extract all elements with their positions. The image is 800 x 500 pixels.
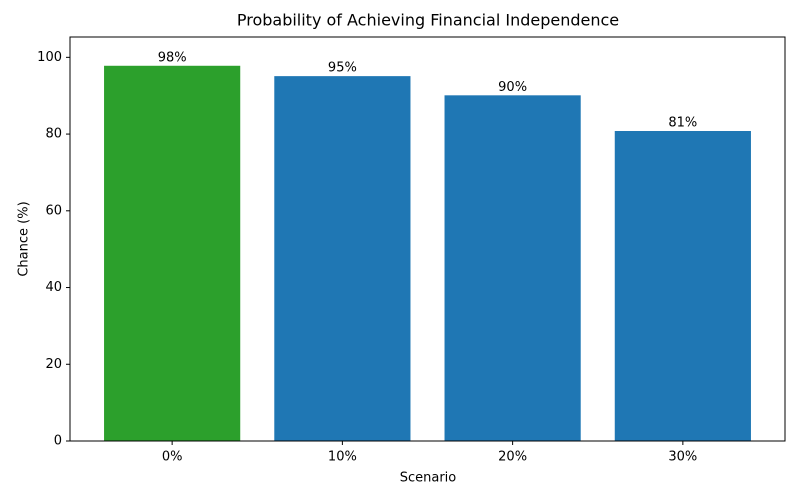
bar: [614, 130, 751, 441]
bar: [104, 65, 241, 441]
y-tick-label: 0: [54, 434, 62, 449]
x-tick-label: 10%: [328, 450, 357, 465]
data-label: 81%: [668, 115, 697, 130]
bar: [444, 95, 581, 441]
data-label: 90%: [498, 80, 527, 95]
x-tick-label: 0%: [162, 450, 183, 465]
plot-frame: [69, 36, 786, 442]
x-axis-label: Scenario: [400, 471, 457, 486]
y-tick-label: 100: [37, 50, 62, 65]
y-tick-label: 60: [45, 203, 62, 218]
data-label: 95%: [328, 61, 357, 76]
y-tick-label: 80: [45, 127, 62, 142]
data-label: 98%: [158, 50, 187, 65]
chart-title: Probability of Achieving Financial Indep…: [237, 11, 619, 30]
y-axis-label: Chance (%): [17, 201, 32, 276]
y-tick-label: 40: [45, 280, 62, 295]
y-tick-label: 20: [45, 357, 62, 372]
x-tick-label: 20%: [498, 450, 527, 465]
bar: [274, 76, 411, 441]
x-tick-label: 30%: [668, 450, 697, 465]
